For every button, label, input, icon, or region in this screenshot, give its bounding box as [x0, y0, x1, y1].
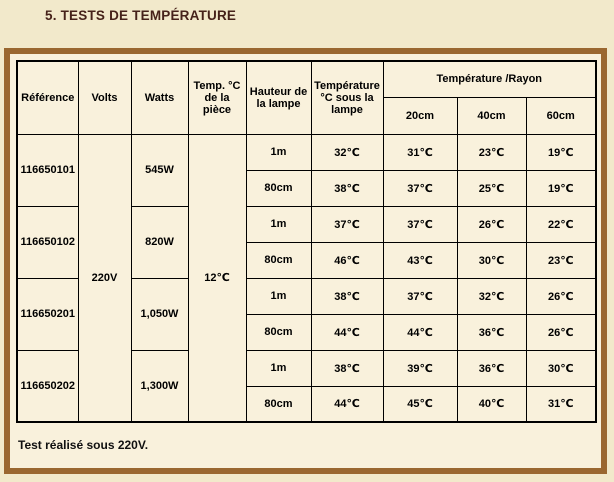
cell-ray-60: 26℃ — [525, 313, 597, 351]
cell-ray-20: 37℃ — [382, 205, 458, 243]
section-title: 5. TESTS DE TEMPÉRATURE — [45, 8, 237, 23]
cell-ray-40: 36℃ — [456, 349, 527, 387]
col-header-lamp-height: Hauteur de la lampe — [245, 60, 312, 135]
footnote: Test réalisé sous 220V. — [18, 438, 149, 452]
cell-ray-40: 32℃ — [456, 277, 527, 315]
cell-ray-60: 19℃ — [525, 133, 597, 171]
cell-under-lamp: 44℃ — [310, 385, 384, 423]
cell-ray-60: 30℃ — [525, 349, 597, 387]
col-header-watts: Watts — [130, 60, 189, 135]
cell-under-lamp: 44℃ — [310, 313, 384, 351]
temperature-table: Référence Volts Watts Temp. °C de la piè… — [16, 60, 597, 423]
table-panel: Référence Volts Watts Temp. °C de la piè… — [4, 48, 607, 474]
cell-ray-20: 37℃ — [382, 277, 458, 315]
cell-reference: 116650101 — [16, 133, 79, 207]
cell-under-lamp: 38℃ — [310, 277, 384, 315]
cell-ray-60: 19℃ — [525, 169, 597, 207]
cell-lamp-height: 80cm — [245, 169, 312, 207]
cell-reference: 116650102 — [16, 205, 79, 279]
cell-lamp-height: 1m — [245, 349, 312, 387]
cell-ray-20: 37℃ — [382, 169, 458, 207]
col-header-reference: Référence — [16, 60, 79, 135]
cell-under-lamp: 46℃ — [310, 241, 384, 279]
cell-volts: 220V — [77, 133, 132, 423]
cell-watts: 1,300W — [130, 349, 189, 423]
cell-ray-60: 23℃ — [525, 241, 597, 279]
cell-ray-40: 30℃ — [456, 241, 527, 279]
cell-lamp-height: 1m — [245, 277, 312, 315]
cell-ray-40: 25℃ — [456, 169, 527, 207]
cell-ray-40: 23℃ — [456, 133, 527, 171]
cell-ray-60: 26℃ — [525, 277, 597, 315]
cell-reference: 116650201 — [16, 277, 79, 351]
cell-lamp-height: 80cm — [245, 313, 312, 351]
cell-room-temp: 12℃ — [187, 133, 247, 423]
cell-under-lamp: 38℃ — [310, 169, 384, 207]
col-header-ray-group: Température /Rayon — [382, 60, 597, 98]
col-header-volts: Volts — [77, 60, 132, 135]
cell-ray-20: 43℃ — [382, 241, 458, 279]
cell-ray-20: 44℃ — [382, 313, 458, 351]
cell-ray-40: 36℃ — [456, 313, 527, 351]
col-header-ray-40: 40cm — [456, 96, 527, 135]
cell-ray-20: 39℃ — [382, 349, 458, 387]
cell-watts: 820W — [130, 205, 189, 279]
cell-ray-40: 40℃ — [456, 385, 527, 423]
col-header-ray-20: 20cm — [382, 96, 458, 135]
cell-reference: 116650202 — [16, 349, 79, 423]
cell-ray-60: 31℃ — [525, 385, 597, 423]
cell-lamp-height: 1m — [245, 205, 312, 243]
cell-lamp-height: 80cm — [245, 385, 312, 423]
col-header-room-temp: Temp. °C de la pièce — [187, 60, 247, 135]
cell-watts: 1,050W — [130, 277, 189, 351]
cell-under-lamp: 37℃ — [310, 205, 384, 243]
cell-under-lamp: 32℃ — [310, 133, 384, 171]
cell-ray-20: 45℃ — [382, 385, 458, 423]
cell-ray-20: 31℃ — [382, 133, 458, 171]
col-header-under-lamp: Température °C sous la lampe — [310, 60, 384, 135]
cell-lamp-height: 80cm — [245, 241, 312, 279]
cell-lamp-height: 1m — [245, 133, 312, 171]
cell-ray-40: 26℃ — [456, 205, 527, 243]
cell-watts: 545W — [130, 133, 189, 207]
cell-under-lamp: 38℃ — [310, 349, 384, 387]
cell-ray-60: 22℃ — [525, 205, 597, 243]
col-header-ray-60: 60cm — [525, 96, 597, 135]
